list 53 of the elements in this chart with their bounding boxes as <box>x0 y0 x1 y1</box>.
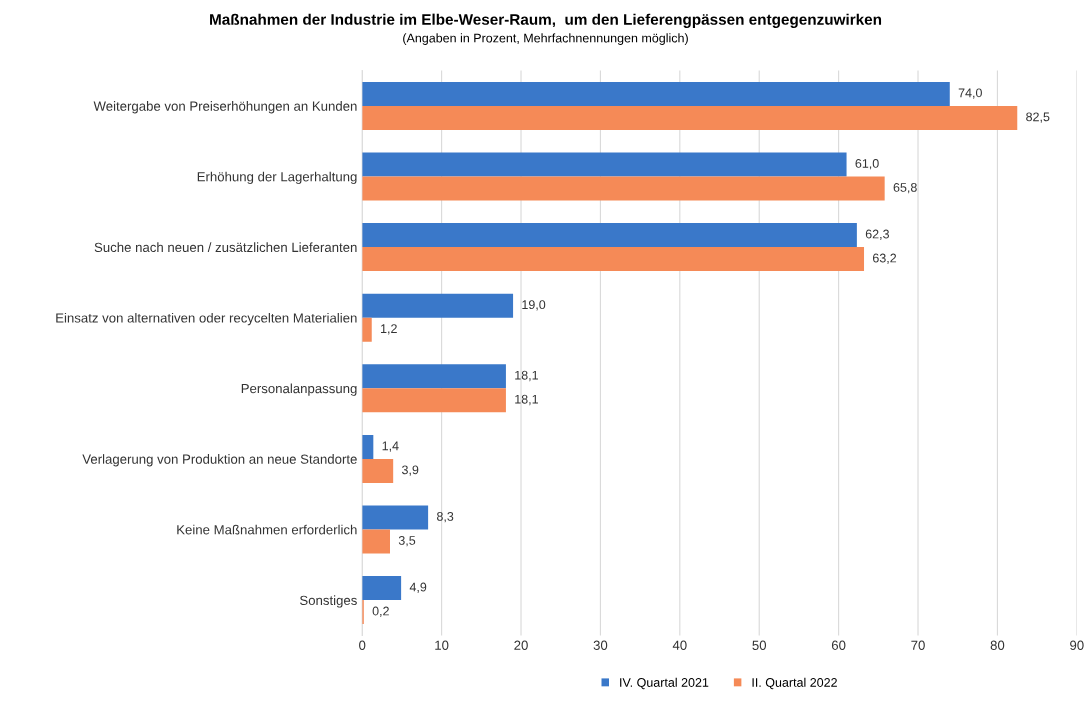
bar <box>362 434 374 459</box>
chart-subtitle: (Angaben in Prozent, Mehrfachnennungen möglich) <box>403 33 688 45</box>
bar <box>362 576 402 601</box>
data-label: 8,3 <box>436 512 454 523</box>
bar <box>362 388 506 413</box>
bar <box>362 176 885 201</box>
data-label: 1,2 <box>381 324 397 335</box>
x-tick-label: 30 <box>593 640 608 650</box>
x-tick-label: 50 <box>752 640 767 650</box>
x-tick-label: 80 <box>990 640 1005 650</box>
data-label: 0,2 <box>372 606 389 617</box>
bar <box>362 247 865 272</box>
y-tick-label: Verlagerung von Produktion an neue Standorte <box>82 454 357 467</box>
bar <box>362 152 847 177</box>
data-label: 61,0 <box>855 159 879 170</box>
y-tick-label: Keine Maßnahmen erforderlich <box>177 524 357 535</box>
data-label: 63,2 <box>872 253 897 264</box>
x-tick-label: 60 <box>831 640 846 650</box>
data-label: 3,9 <box>401 465 419 476</box>
chart-title: Maßnahmen der Industrie im Elbe-Weser-Raum, um den Lieferengpässen entgegenzuwirken <box>210 13 882 28</box>
legend-label: II. Quartal 2022 <box>752 677 837 690</box>
bar <box>362 223 857 248</box>
data-label: 65,8 <box>893 183 917 194</box>
y-tick-label: Sonstiges <box>300 595 357 608</box>
bar <box>362 81 950 106</box>
bar <box>362 529 390 554</box>
data-label: 3,5 <box>398 536 416 547</box>
y-tick-label: Weitergabe von Preiserhöhungen an Kunden <box>93 101 357 114</box>
y-tick-label: Personalanpassung <box>241 383 357 396</box>
bar <box>362 505 429 530</box>
x-tick-label: 0 <box>359 640 366 650</box>
x-tick-label: 10 <box>435 640 449 650</box>
y-tick-label: Suche nach neuen / zusätzlichen Lieferanten <box>94 242 357 253</box>
data-label: 18,1 <box>515 370 538 382</box>
legend-label: IV. Quartal 2021 <box>620 677 709 690</box>
data-label: 74,0 <box>958 88 982 99</box>
y-tick-label: Erhöhung der Lagerhaltung <box>197 171 357 185</box>
data-label: 4,9 <box>409 582 427 593</box>
x-tick-label: 40 <box>672 640 687 650</box>
x-tick-label: 20 <box>514 640 528 650</box>
bar <box>362 458 394 483</box>
data-label: 1,4 <box>382 441 399 452</box>
y-tick-label: Einsatz von alternativen oder recycelten Materialien <box>56 312 357 326</box>
bar <box>362 317 372 342</box>
data-label: 18,1 <box>515 394 538 406</box>
bar <box>362 364 506 389</box>
bar <box>362 105 1018 130</box>
x-tick-label: 90 <box>1070 640 1084 650</box>
data-label: 19,0 <box>522 300 546 311</box>
bar <box>362 293 514 318</box>
data-label: 82,5 <box>1026 112 1050 123</box>
x-tick-label: 70 <box>911 640 925 650</box>
data-label: 62,3 <box>865 229 889 240</box>
